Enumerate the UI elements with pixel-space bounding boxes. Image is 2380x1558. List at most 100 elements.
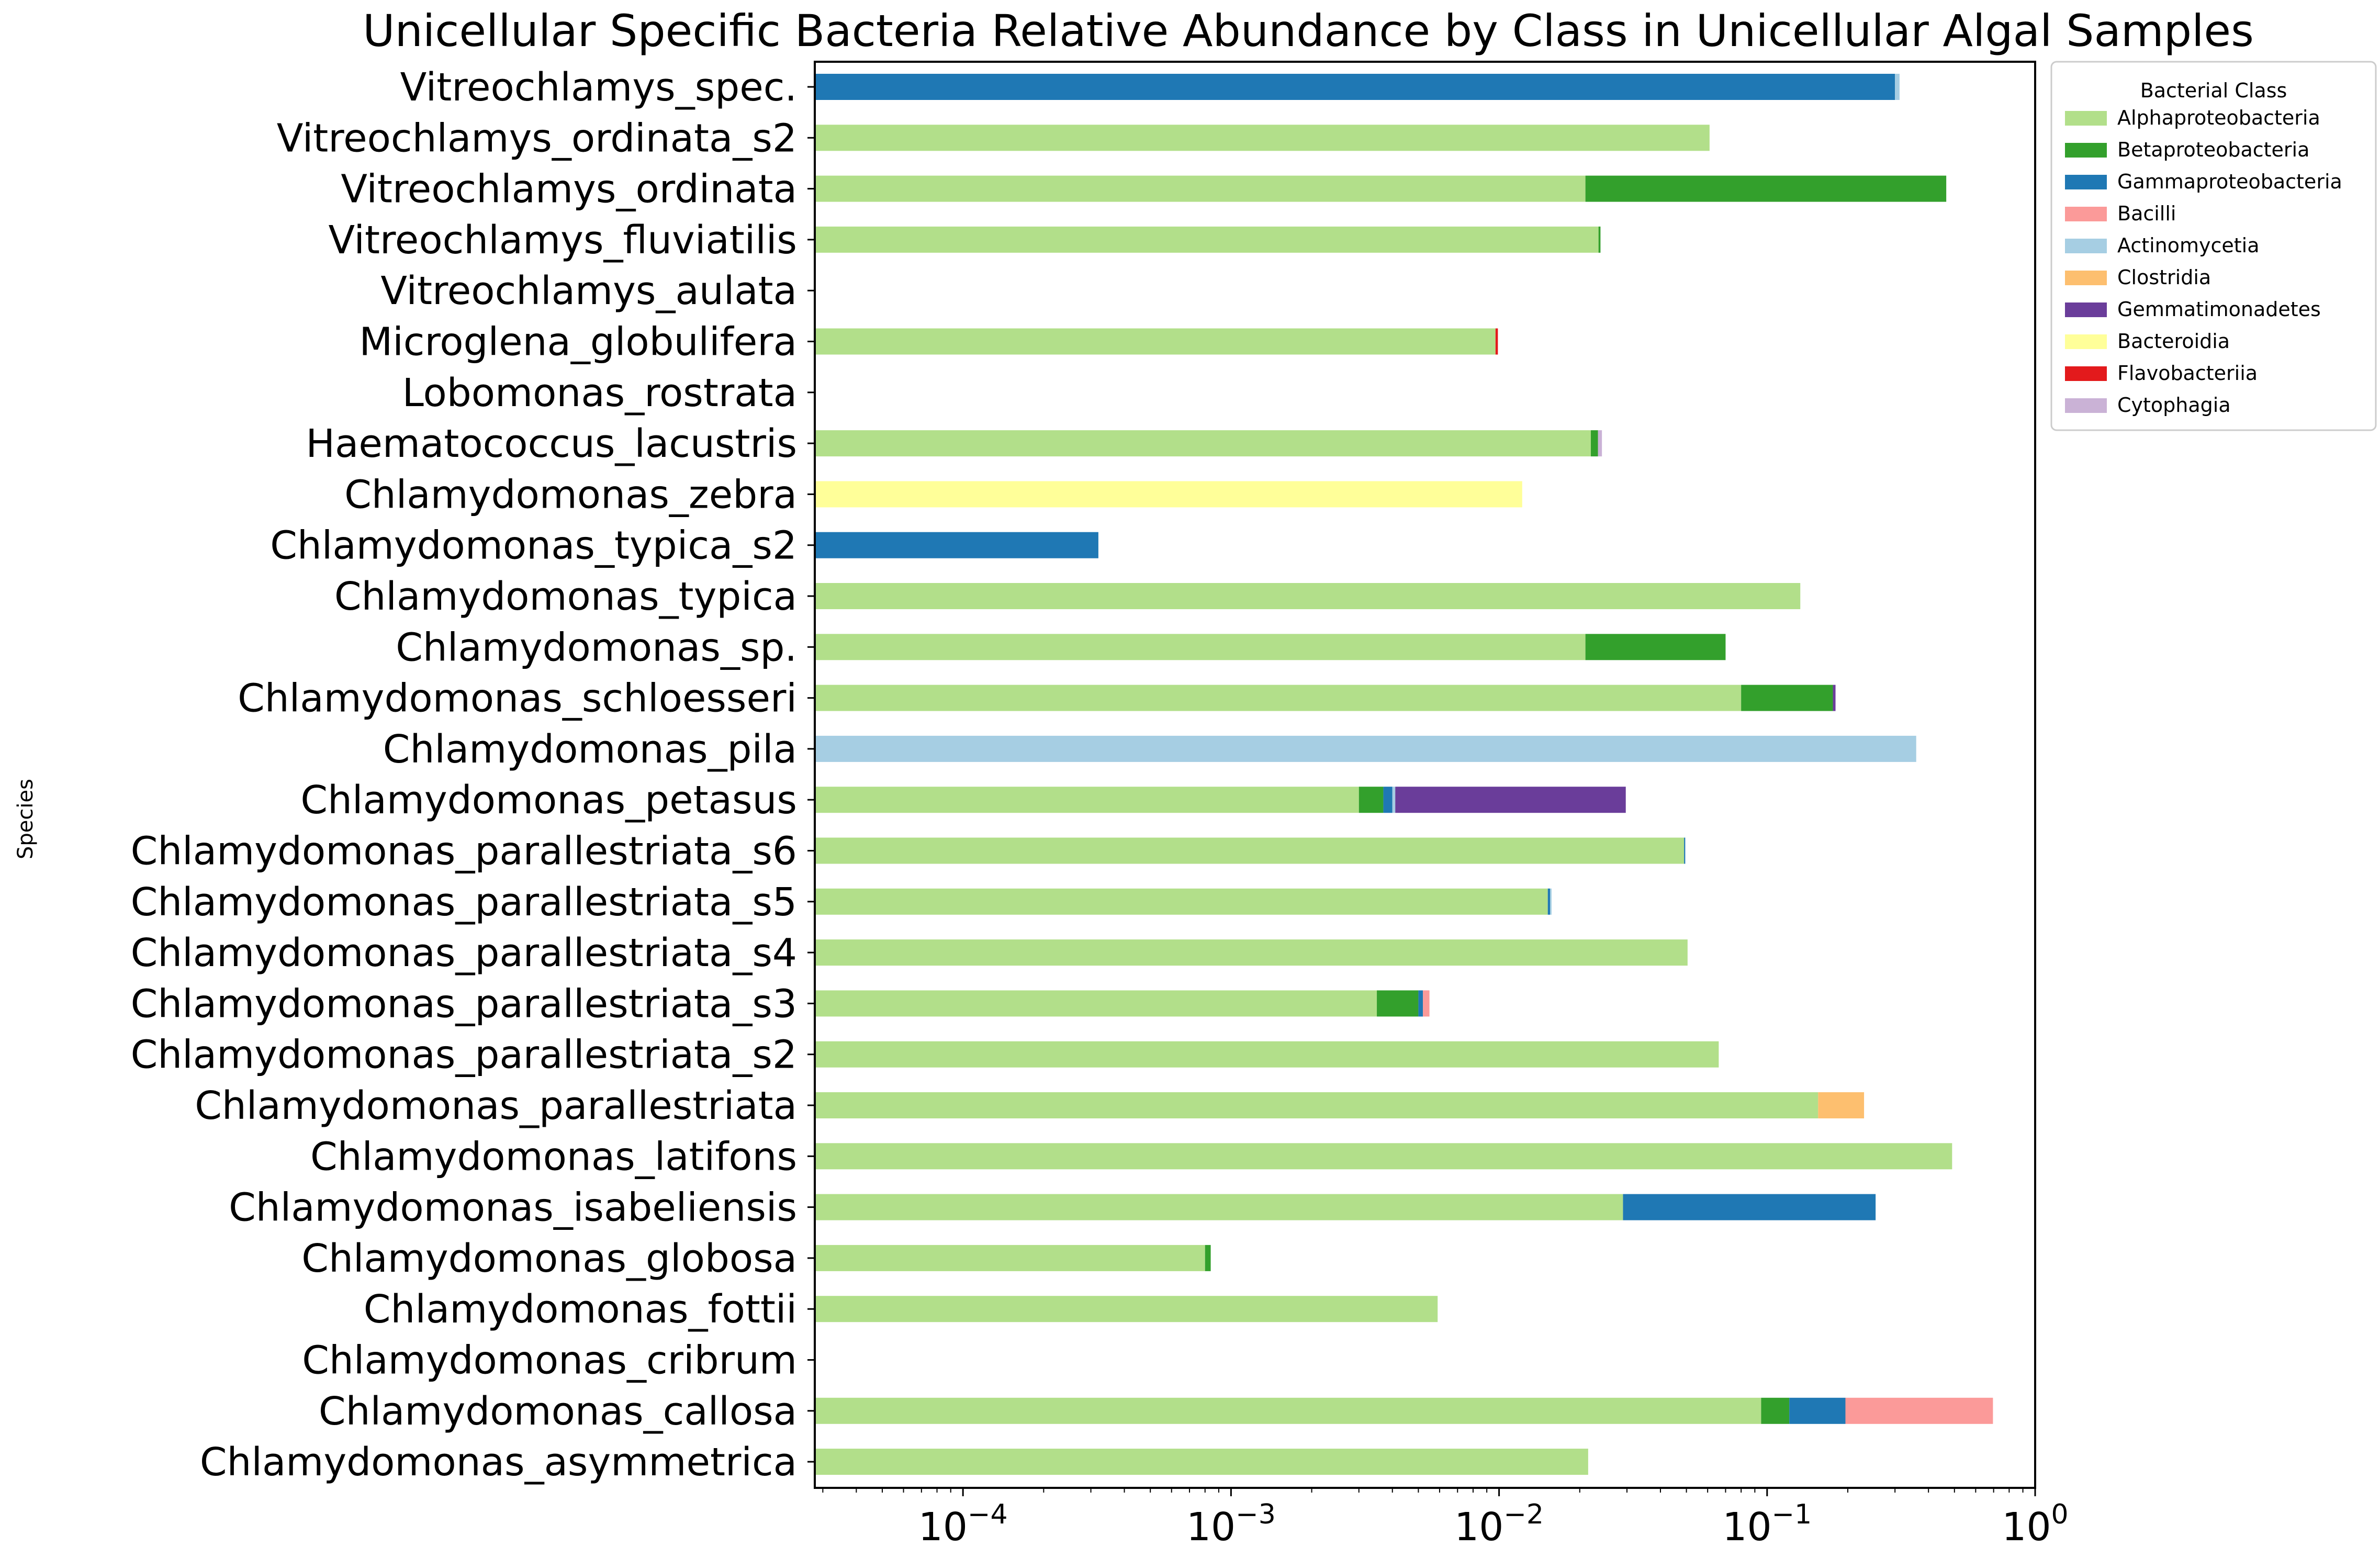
- bar-chlamydomonas-typica-s2-gammaproteobacteria: [815, 532, 1098, 558]
- y-tick-label-chlamydomonas-schloesseri: Chlamydomonas_schloesseri: [238, 676, 797, 721]
- y-tick-label-haematococcus-lacustris: Haematococcus_lacustris: [306, 421, 797, 466]
- legend-label-alphaproteobacteria: Alphaproteobacteria: [2117, 106, 2320, 129]
- y-tick-label-vitreochlamys-ordinata-s2: Vitreochlamys_ordinata_s2: [277, 116, 797, 161]
- bar-chlamydomonas-parallestriata-s3-betaproteobacteria: [1377, 990, 1419, 1017]
- y-tick-label-chlamydomonas-petasus: Chlamydomonas_petasus: [300, 778, 797, 823]
- legend-label-clostridia: Clostridia: [2117, 266, 2211, 289]
- bar-vitreochlamys-fluviatilis-betaproteobacteria: [1598, 226, 1601, 253]
- legend-swatch-clostridia: [2065, 271, 2107, 285]
- legend-swatch-actinomycetia: [2065, 239, 2107, 253]
- bar-chlamydomonas-petasus-alphaproteobacteria: [815, 787, 1359, 813]
- bar-vitreochlamys-ordinata-betaproteobacteria: [1585, 175, 1947, 202]
- bar-chlamydomonas-callosa-bacilli: [1845, 1397, 1993, 1424]
- bar-vitreochlamys-ordinata-alphaproteobacteria: [815, 175, 1586, 202]
- bar-chlamydomonas-callosa-gammaproteobacteria: [1789, 1397, 1846, 1424]
- chart-title: Unicellular Specific Bacteria Relative A…: [363, 5, 2254, 57]
- bar-chlamydomonas-petasus-gemmatimonadetes: [1395, 787, 1626, 813]
- legend-label-actinomycetia: Actinomycetia: [2117, 234, 2260, 257]
- bar-chlamydomonas-parallestriata-s6-gammaproteobacteria: [1684, 837, 1686, 864]
- legend-swatch-gemmatimonadetes: [2065, 302, 2107, 317]
- x-tick-label: 10−3: [1186, 1499, 1276, 1550]
- bar-chlamydomonas-parallestriata-s5-alphaproteobacteria: [815, 888, 1548, 915]
- y-tick-label-chlamydomonas-parallestriata-s6: Chlamydomonas_parallestriata_s6: [131, 829, 797, 874]
- y-tick-label-vitreochlamys-fluviatilis: Vitreochlamys_fluviatilis: [328, 218, 797, 263]
- y-tick-label-chlamydomonas-parallestriata-s2: Chlamydomonas_parallestriata_s2: [131, 1033, 797, 1078]
- bar-chlamydomonas-callosa-betaproteobacteria: [1761, 1397, 1790, 1424]
- y-tick-label-vitreochlamys-aulata: Vitreochlamys_aulata: [380, 268, 797, 313]
- bar-haematococcus-lacustris-betaproteobacteria: [1590, 430, 1598, 457]
- bar-chlamydomonas-parallestriata-s5-gammaproteobacteria: [1547, 888, 1551, 915]
- x-tick-label: 100: [2002, 1499, 2068, 1550]
- bar-chlamydomonas-schloesseri-betaproteobacteria: [1741, 685, 1833, 711]
- bar-microglena-globulifera-flavobacteriia: [1495, 328, 1498, 355]
- bar-chlamydomonas-asymmetrica-alphaproteobacteria: [815, 1449, 1588, 1475]
- bar-chlamydomonas-petasus-actinomycetia: [1392, 787, 1396, 813]
- bar-vitreochlamys-fluviatilis-alphaproteobacteria: [815, 226, 1599, 253]
- bar-chlamydomonas-parallestriata-s5-actinomycetia: [1550, 888, 1552, 915]
- bar-chlamydomonas-sp-alphaproteobacteria: [815, 634, 1586, 660]
- bar-chlamydomonas-parallestriata-s3-gammaproteobacteria: [1418, 990, 1423, 1017]
- y-tick-label-chlamydomonas-asymmetrica: Chlamydomonas_asymmetrica: [200, 1440, 797, 1485]
- legend-swatch-cytophagia: [2065, 398, 2107, 413]
- y-tick-label-chlamydomonas-parallestriata-s3: Chlamydomonas_parallestriata_s3: [131, 981, 797, 1026]
- legend-label-bacilli: Bacilli: [2117, 202, 2176, 225]
- legend-swatch-bacteroidia: [2065, 334, 2107, 349]
- bar-chlamydomonas-schloesseri-gemmatimonadetes: [1833, 685, 1836, 711]
- y-tick-label-vitreochlamys-spec: Vitreochlamys_spec.: [400, 65, 797, 110]
- legend-label-cytophagia: Cytophagia: [2117, 394, 2231, 417]
- legend-swatch-bacilli: [2065, 207, 2107, 221]
- bar-chlamydomonas-parallestriata-s4-alphaproteobacteria: [815, 939, 1688, 966]
- y-axis-label: Species: [14, 779, 38, 859]
- bar-chlamydomonas-fottii-alphaproteobacteria: [815, 1296, 1438, 1322]
- bars-group: [815, 74, 1993, 1475]
- plot-frame: [814, 61, 2036, 1489]
- bar-chlamydomonas-globosa-alphaproteobacteria: [815, 1245, 1205, 1271]
- bar-chlamydomonas-parallestriata-alphaproteobacteria: [815, 1092, 1818, 1118]
- y-tick-label-chlamydomonas-globosa: Chlamydomonas_globosa: [301, 1236, 797, 1281]
- legend-label-betaproteobacteria: Betaproteobacteria: [2117, 138, 2309, 161]
- y-tick-label-chlamydomonas-callosa: Chlamydomonas_callosa: [319, 1389, 797, 1434]
- x-tick-label: 10−1: [1722, 1499, 1812, 1550]
- bar-chlamydomonas-typica-alphaproteobacteria: [815, 583, 1801, 609]
- legend-swatch-flavobacteriia: [2065, 366, 2107, 381]
- bar-chlamydomonas-latifons-alphaproteobacteria: [815, 1143, 1952, 1170]
- legend-swatch-betaproteobacteria: [2065, 143, 2107, 158]
- legend-title: Bacterial Class: [2140, 79, 2287, 102]
- legend: Bacterial Class Alphaproteobacteria Betap…: [2050, 61, 2377, 431]
- legend-frame: [2050, 61, 2377, 431]
- bar-chlamydomonas-parallestriata-s6-alphaproteobacteria: [815, 837, 1685, 864]
- bar-chlamydomonas-pila-actinomycetia: [815, 735, 1916, 762]
- bar-chlamydomonas-parallestriata-s3-alphaproteobacteria: [815, 990, 1377, 1017]
- legend-label-bacteroidia: Bacteroidia: [2117, 330, 2230, 353]
- bar-chlamydomonas-sp-betaproteobacteria: [1585, 634, 1726, 660]
- bar-chlamydomonas-zebra-bacteroidia: [815, 481, 1522, 508]
- y-tick-labels: Vitreochlamys_spec. Vitreochlamys_ordinat…: [131, 65, 815, 1485]
- legend-swatch-gammaproteobacteria: [2065, 175, 2107, 189]
- bar-haematococcus-lacustris-cytophagia: [1598, 430, 1602, 457]
- y-tick-label-chlamydomonas-pila: Chlamydomonas_pila: [383, 727, 797, 772]
- y-tick-label-microglena-globulifera: Microglena_globulifera: [359, 320, 797, 365]
- y-tick-label-lobomonas-rostrata: Lobomonas_rostrata: [402, 371, 797, 416]
- y-tick-label-vitreochlamys-ordinata: Vitreochlamys_ordinata: [341, 167, 797, 212]
- y-tick-label-chlamydomonas-parallestriata-s4: Chlamydomonas_parallestriata_s4: [131, 931, 797, 976]
- x-tick-label: 10−2: [1454, 1499, 1544, 1550]
- y-tick-label-chlamydomonas-typica-s2: Chlamydomonas_typica_s2: [270, 523, 797, 568]
- bar-chlamydomonas-petasus-gammaproteobacteria: [1383, 787, 1393, 813]
- legend-label-gemmatimonadetes: Gemmatimonadetes: [2117, 298, 2321, 321]
- x-tick-label: 10−4: [918, 1499, 1008, 1550]
- bar-chlamydomonas-schloesseri-alphaproteobacteria: [815, 685, 1742, 711]
- bar-vitreochlamys-spec-actinomycetia: [1895, 74, 1900, 100]
- legend-items: Alphaproteobacteria Betaproteobacteria Gam…: [2065, 106, 2342, 417]
- x-axis-ticks: 10−4 10−3 10−2 10−1 100: [822, 1488, 2069, 1550]
- y-tick-label-chlamydomonas-cribrum: Chlamydomonas_cribrum: [302, 1338, 797, 1383]
- legend-swatch-alphaproteobacteria: [2065, 111, 2107, 126]
- y-tick-label-chlamydomonas-parallestriata: Chlamydomonas_parallestriata: [195, 1083, 797, 1128]
- bar-chlamydomonas-parallestriata-clostridia: [1818, 1092, 1865, 1118]
- bar-chlamydomonas-petasus-betaproteobacteria: [1359, 787, 1384, 813]
- bar-chlamydomonas-callosa-alphaproteobacteria: [815, 1397, 1761, 1424]
- bar-vitreochlamys-ordinata-s2-alphaproteobacteria: [815, 125, 1710, 151]
- y-tick-label-chlamydomonas-isabeliensis: Chlamydomonas_isabeliensis: [229, 1185, 797, 1230]
- y-tick-label-chlamydomonas-parallestriata-s5: Chlamydomonas_parallestriata_s5: [131, 880, 797, 925]
- bar-chlamydomonas-isabeliensis-alphaproteobacteria: [815, 1194, 1623, 1220]
